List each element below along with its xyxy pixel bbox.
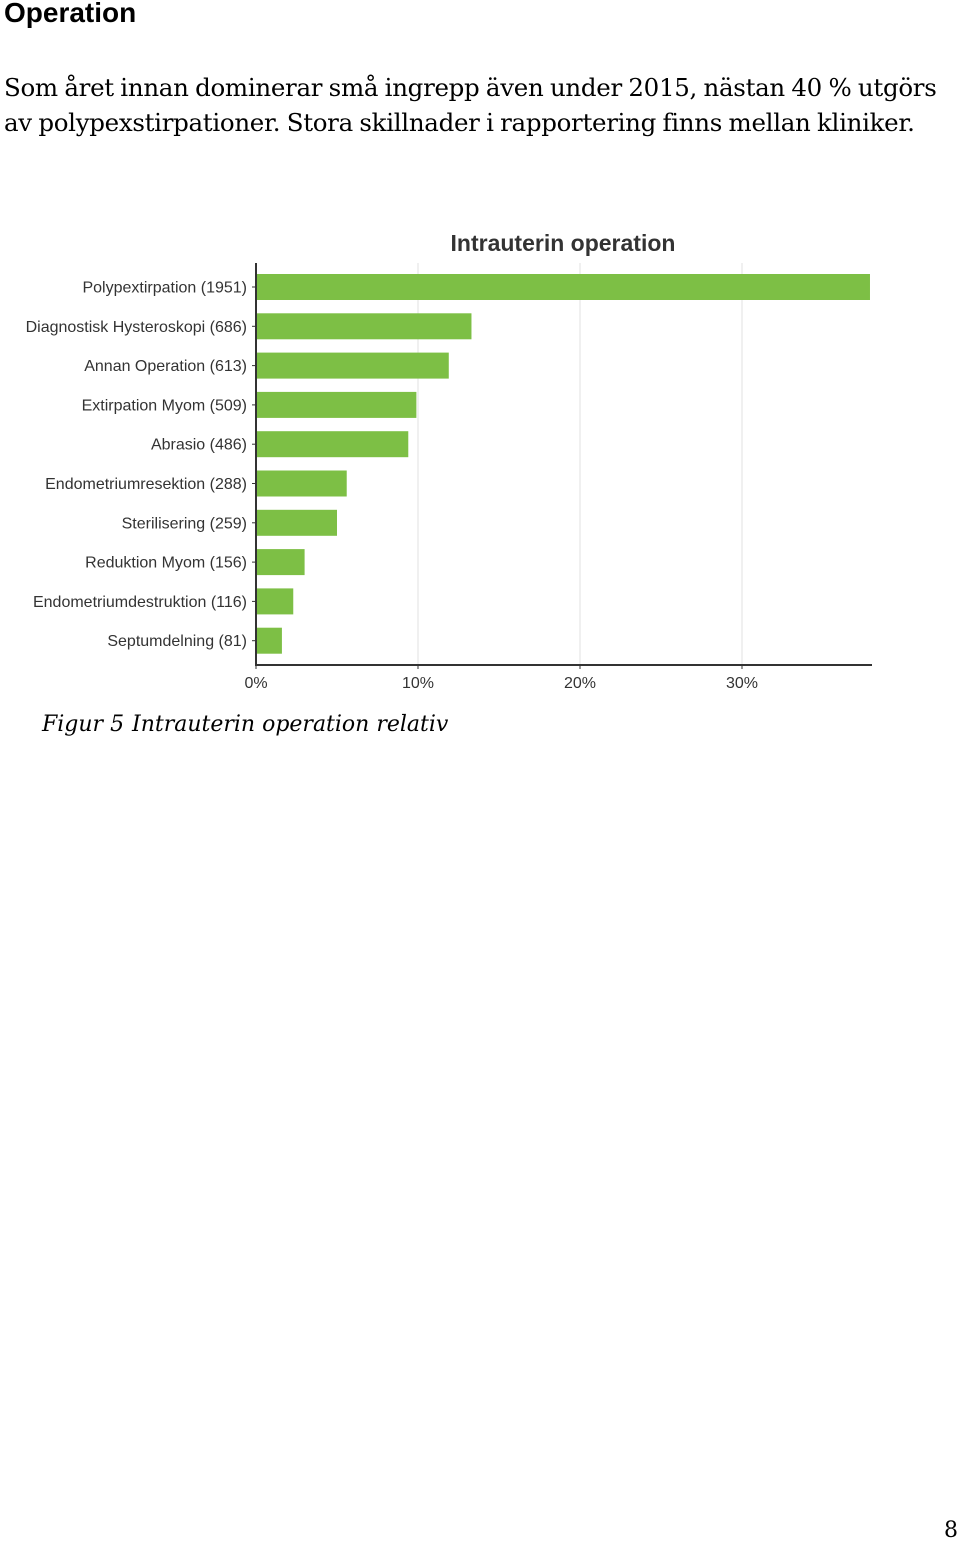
category-label: Extirpation Myom (509) [82, 397, 247, 414]
category-label: Septumdelning (81) [107, 633, 247, 650]
category-label: Diagnostisk Hysteroskopi (686) [26, 319, 247, 336]
bar [257, 274, 870, 300]
bar [257, 588, 294, 615]
bar [257, 509, 337, 536]
bar [257, 549, 305, 576]
body-paragraph: Som året innan dominerar små ingrepp äve… [4, 73, 937, 137]
x-tick-label: 10% [402, 675, 434, 692]
figure-caption-text: Intrauterin operation relativ [132, 712, 449, 737]
category-label: Polypextirpation (1951) [82, 280, 247, 297]
bar [257, 431, 409, 458]
category-label: Sterilisering (259) [122, 515, 247, 532]
category-label: Endometriumdestruktion (116) [33, 594, 247, 611]
figure-caption: Figur 5 Intrauterin operation relativ [42, 712, 448, 737]
bar [257, 470, 347, 497]
section-heading: Operation [4, 0, 137, 28]
bar [257, 313, 472, 340]
category-label: Annan Operation (613) [84, 358, 247, 375]
bar [257, 391, 417, 418]
x-tick-label: 0% [244, 675, 267, 692]
bar-chart: Intrauterin operation Polypextirpation (1… [26, 230, 872, 692]
category-label: Reduktion Myom (156) [85, 555, 247, 572]
category-label: Endometriumresektion (288) [45, 476, 247, 493]
x-tick-label: 30% [726, 675, 758, 692]
figure-caption-label: Figur 5 [42, 712, 125, 737]
chart-title: Intrauterin operation [451, 230, 676, 256]
bar [257, 627, 282, 654]
x-tick-label: 20% [564, 675, 596, 692]
page-number: 8 [944, 1518, 958, 1543]
category-label: Abrasio (486) [151, 437, 247, 454]
bar [257, 352, 449, 379]
